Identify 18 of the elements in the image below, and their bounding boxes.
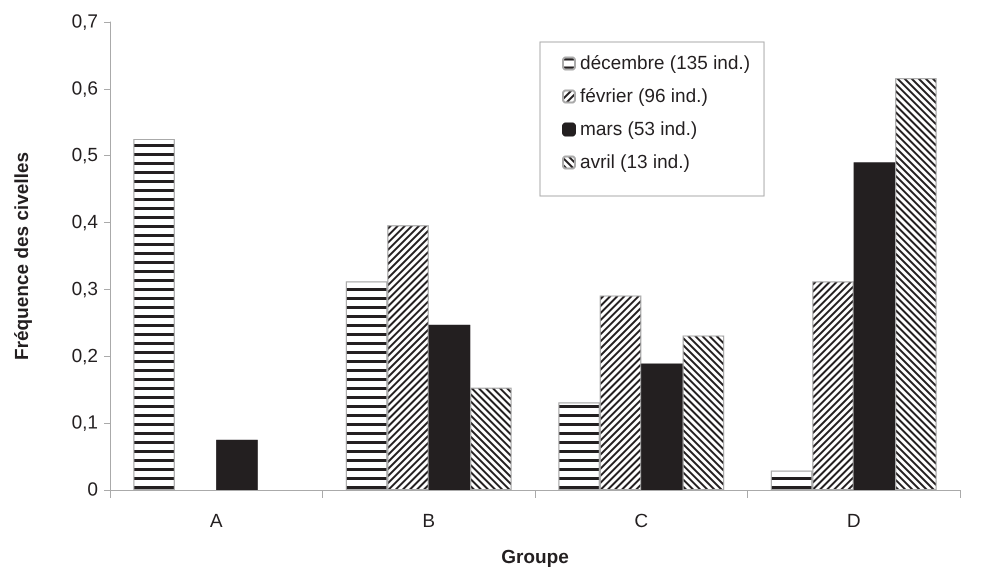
legend-label: mars (53 ind.) [580, 119, 698, 140]
x-tick-label: A [210, 511, 223, 532]
y-tick-label: 0,5 [72, 145, 98, 166]
y-tick-label: 0,2 [72, 346, 98, 367]
x-axis-title: Groupe [501, 547, 569, 568]
legend-label: février (96 ind.) [580, 86, 708, 107]
y-tick-label: 0,7 [72, 12, 98, 32]
y-tick-label: 0,4 [72, 212, 98, 234]
y-tick-label: 0,6 [72, 78, 98, 100]
legend-label: avril (13 ind.) [580, 152, 690, 173]
x-tick-label: D [846, 511, 861, 532]
y-tick-label: 0,1 [72, 412, 98, 434]
x-tick-label: B [422, 511, 436, 532]
x-tick-label: C [634, 511, 648, 532]
y-tick-label: 0,3 [72, 278, 98, 300]
y-axis-title: Fréquence des civelles [12, 152, 33, 360]
legend-label: décembre (135 ind.) [580, 53, 750, 74]
y-tick-label: 0 [87, 480, 98, 500]
